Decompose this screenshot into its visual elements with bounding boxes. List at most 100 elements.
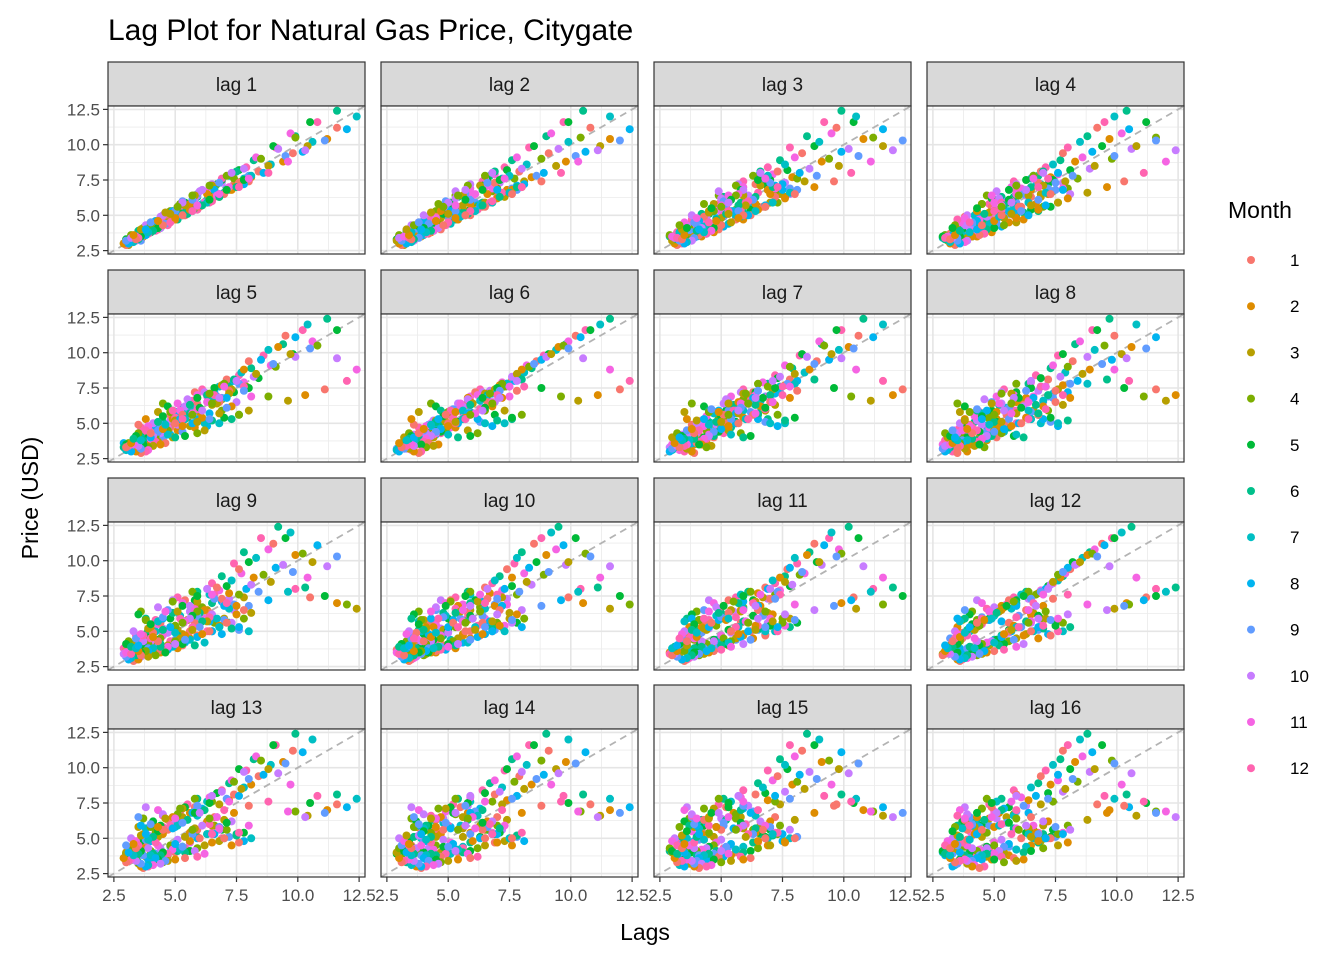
y-tick-label: 12.5 [67,723,100,742]
data-point [458,832,467,841]
data-point [953,614,962,623]
points-group [392,522,634,665]
data-point [571,534,580,543]
data-point [478,406,487,415]
data-point [692,628,701,637]
data-point [724,849,733,858]
data-point [773,422,782,431]
data-point [1085,365,1094,374]
data-point [205,627,214,636]
data-point [879,320,887,329]
data-point [625,600,634,609]
facet-strip [380,269,639,315]
x-tick-label: 7.5 [225,886,249,905]
data-point [495,787,504,796]
data-point [146,620,155,629]
data-point [473,844,482,853]
data-point [1056,156,1065,165]
data-point [719,601,728,610]
data-point [739,592,748,600]
facet-panel: lag 10 [380,477,639,671]
data-point [805,767,814,776]
data-point [503,565,511,574]
data-point [1002,601,1011,610]
data-point [579,790,588,799]
data-point [498,806,507,815]
data-point [852,604,861,613]
data-point [141,803,150,812]
x-tick-label: 2.5 [921,886,945,905]
data-point [409,813,418,822]
data-point [1110,112,1119,121]
data-point [1022,386,1031,395]
data-point [1100,118,1109,127]
data-point [805,365,814,374]
data-point [741,389,750,398]
data-point [1132,320,1141,329]
x-tick-label: 10.0 [827,886,860,905]
data-point [1051,621,1060,630]
data-point [434,614,443,623]
data-point [879,600,887,609]
data-point [727,218,735,227]
data-point [1139,168,1148,177]
data-point [727,627,735,636]
data-point [625,803,634,812]
data-point [1012,806,1021,815]
data-point [154,417,162,426]
data-point [773,167,782,176]
data-point [692,416,701,425]
data-point [488,197,497,206]
data-point [785,143,794,152]
data-point [790,834,799,843]
data-point [1012,814,1021,823]
data-point [205,181,214,190]
data-point [439,835,448,844]
data-point [235,623,243,632]
data-point [1063,590,1072,599]
data-point [481,419,489,428]
data-point [847,797,856,806]
data-point [171,855,180,864]
data-point [1027,847,1035,855]
data-point [997,835,1006,844]
data-point [1127,343,1136,351]
panel-border [653,521,912,671]
data-point [451,201,460,210]
data-point [1122,354,1131,363]
data-point [879,573,887,582]
data-point [953,811,962,820]
data-point [461,195,470,204]
data-point [235,565,243,574]
data-point [781,838,789,847]
data-point [405,641,413,650]
data-point [564,118,573,127]
facet-strip-label: lag 6 [489,283,530,304]
data-point [832,326,841,335]
data-point [249,573,258,582]
data-point [476,590,485,599]
data-point [704,607,713,616]
data-point [313,791,322,800]
data-point [500,584,509,593]
data-point [830,601,838,610]
data-point [778,382,787,391]
data-point [785,393,794,402]
facet-strip-label: lag 4 [1035,75,1077,96]
data-point [746,854,755,863]
data-point [146,429,155,438]
data-point [773,623,782,632]
points-group [938,522,1180,665]
points-group [665,106,907,249]
data-point [1054,614,1062,623]
data-point [724,614,733,623]
data-point [239,386,248,395]
data-point [333,354,341,363]
data-point [888,146,897,155]
points-group [938,106,1180,249]
data-point [758,825,767,834]
points-group [665,522,907,665]
data-point [308,735,317,744]
data-point [493,610,502,619]
data-point [997,417,1006,426]
